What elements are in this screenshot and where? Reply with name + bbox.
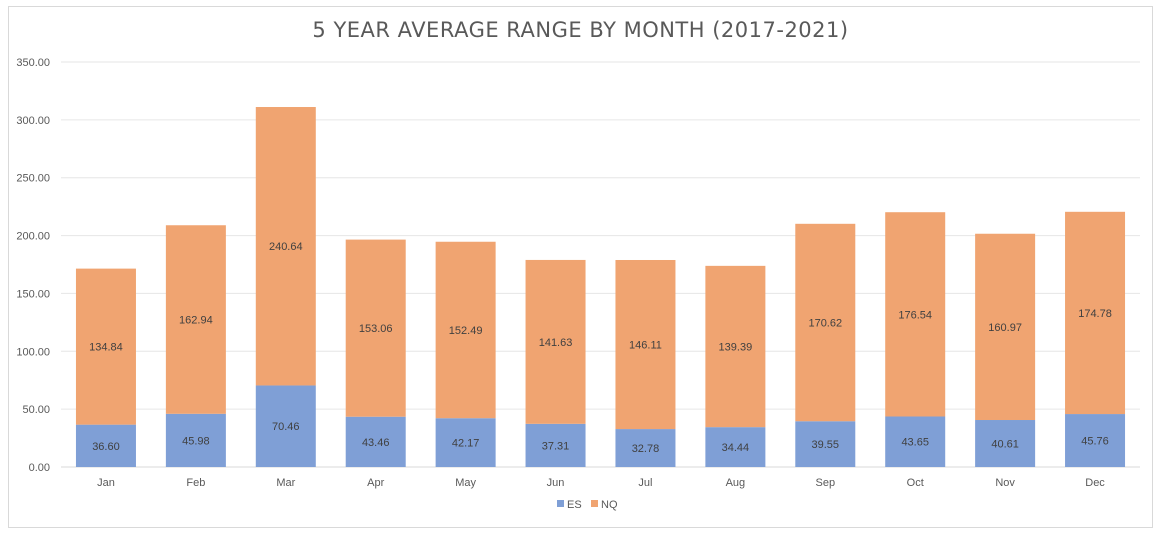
y-tick-label: 350.00: [16, 57, 50, 69]
x-tick-label: Dec: [1085, 477, 1105, 489]
x-tick-label: Sep: [816, 477, 836, 489]
bar-es: [345, 416, 406, 467]
data-label: 34.44: [722, 442, 750, 454]
data-label: 240.64: [269, 241, 303, 253]
legend-label-nq: NQ: [601, 499, 618, 511]
x-tick-label: Feb: [186, 477, 205, 489]
bar-nq: [75, 268, 136, 425]
bar-nq: [975, 233, 1036, 421]
data-label: 37.31: [542, 440, 570, 452]
x-tick-label: May: [455, 477, 476, 489]
bar-nq: [255, 107, 316, 386]
data-label: 153.06: [359, 323, 393, 335]
y-tick-label: 300.00: [16, 115, 50, 127]
bar-es: [705, 427, 766, 467]
bar-nq: [615, 259, 676, 430]
y-tick-label: 250.00: [16, 173, 50, 185]
y-tick-label: 50.00: [22, 404, 50, 416]
y-tick-label: 0.00: [29, 462, 50, 474]
bar-nq: [795, 223, 856, 422]
bar-nq: [885, 212, 946, 417]
bar-es: [615, 429, 676, 467]
bar-nq: [165, 225, 226, 414]
data-label: 170.62: [808, 318, 842, 330]
data-label: 45.98: [182, 435, 210, 447]
bar-es: [75, 424, 136, 467]
bar-nq: [435, 241, 496, 419]
data-label: 160.97: [988, 322, 1022, 334]
data-label: 146.11: [629, 340, 662, 352]
legend-swatch-es: [557, 500, 564, 507]
data-label: 39.55: [812, 439, 840, 451]
data-label: 43.65: [901, 437, 929, 449]
x-tick-label: Jul: [638, 477, 652, 489]
bar-es: [795, 421, 856, 467]
data-label: 43.46: [362, 437, 390, 449]
legend-swatch-nq: [591, 500, 598, 507]
x-tick-label: Mar: [276, 477, 295, 489]
bar-es: [165, 413, 226, 467]
data-label: 32.78: [632, 443, 660, 455]
x-tick-label: Jan: [97, 477, 115, 489]
x-tick-label: Aug: [726, 477, 746, 489]
data-label: 134.84: [89, 342, 123, 354]
bar-nq: [345, 239, 406, 417]
data-label: 176.54: [898, 309, 932, 321]
data-label: 45.76: [1081, 436, 1109, 448]
bar-nq: [705, 265, 766, 428]
bar-es: [885, 416, 946, 467]
legend-label-es: ES: [567, 499, 582, 511]
bar-es: [525, 423, 586, 467]
data-label: 139.39: [719, 342, 753, 354]
bar-es: [435, 418, 496, 467]
data-label: 70.46: [272, 421, 300, 433]
data-label: 36.60: [92, 441, 120, 453]
bar-es: [1065, 414, 1126, 467]
bar-es: [975, 420, 1036, 467]
y-tick-label: 200.00: [16, 231, 50, 243]
data-label: 40.61: [991, 439, 1019, 451]
bar-nq: [1065, 211, 1126, 415]
y-tick-label: 150.00: [16, 288, 50, 300]
x-tick-label: Nov: [995, 477, 1015, 489]
bar-nq: [525, 259, 586, 424]
data-label: 141.63: [539, 337, 573, 349]
y-tick-label: 100.00: [16, 346, 50, 358]
x-tick-label: Apr: [367, 477, 384, 489]
data-label: 152.49: [449, 325, 483, 337]
data-label: 174.78: [1078, 308, 1112, 320]
data-label: 162.94: [179, 315, 213, 327]
x-tick-label: Jun: [547, 477, 565, 489]
x-tick-label: Oct: [907, 477, 924, 489]
chart-title: 5 YEAR AVERAGE RANGE BY MONTH (2017-2021…: [312, 18, 849, 42]
data-label: 42.17: [452, 438, 480, 450]
bar-es: [255, 385, 316, 467]
